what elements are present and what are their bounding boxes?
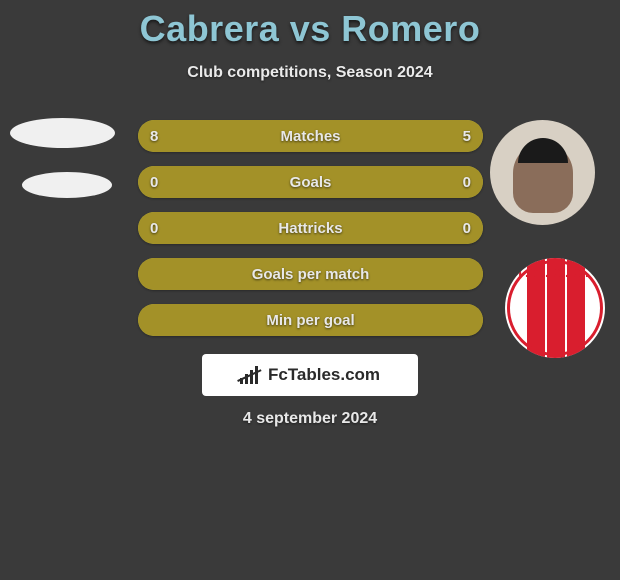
stat-bar: Goals per match bbox=[138, 258, 483, 290]
stat-bar: 8 5 Matches bbox=[138, 120, 483, 152]
date-text: 4 september 2024 bbox=[0, 410, 620, 428]
stat-bar: 0 0 Hattricks bbox=[138, 212, 483, 244]
stat-value-right: 5 bbox=[463, 128, 471, 145]
stat-value-left: 8 bbox=[150, 128, 158, 145]
page-title: Cabrera vs Romero bbox=[0, 8, 620, 50]
player-head-icon bbox=[513, 143, 573, 213]
stat-label: Matches bbox=[280, 128, 340, 145]
stat-label: Min per goal bbox=[266, 312, 354, 329]
player-right-avatar bbox=[490, 120, 595, 225]
watermark-text: FcTables.com bbox=[268, 365, 380, 385]
stat-value-left: 0 bbox=[150, 174, 158, 191]
stats-container: 8 5 Matches 0 0 Goals 0 0 Hattricks Goals per mat… bbox=[138, 120, 483, 350]
stat-right-fill bbox=[311, 166, 484, 198]
stat-bar: Min per goal bbox=[138, 304, 483, 336]
chart-icon bbox=[240, 366, 262, 384]
player-left-column bbox=[10, 118, 115, 222]
player-left-shape-1 bbox=[10, 118, 115, 148]
team-badge: I.A.C.C. bbox=[505, 258, 605, 358]
page-subtitle: Club competitions, Season 2024 bbox=[0, 64, 620, 82]
badge-text: I.A.C.C. bbox=[505, 264, 605, 280]
watermark: FcTables.com bbox=[202, 354, 418, 396]
player-right-column bbox=[490, 120, 595, 225]
stat-label: Hattricks bbox=[278, 220, 342, 237]
stat-value-left: 0 bbox=[150, 220, 158, 237]
stat-label: Goals per match bbox=[252, 266, 370, 283]
header: Cabrera vs Romero Club competitions, Sea… bbox=[0, 0, 620, 82]
stat-bar: 0 0 Goals bbox=[138, 166, 483, 198]
stat-value-right: 0 bbox=[463, 220, 471, 237]
stat-value-right: 0 bbox=[463, 174, 471, 191]
player-left-shape-2 bbox=[22, 172, 112, 198]
stat-label: Goals bbox=[290, 174, 332, 191]
stat-left-fill bbox=[138, 166, 311, 198]
